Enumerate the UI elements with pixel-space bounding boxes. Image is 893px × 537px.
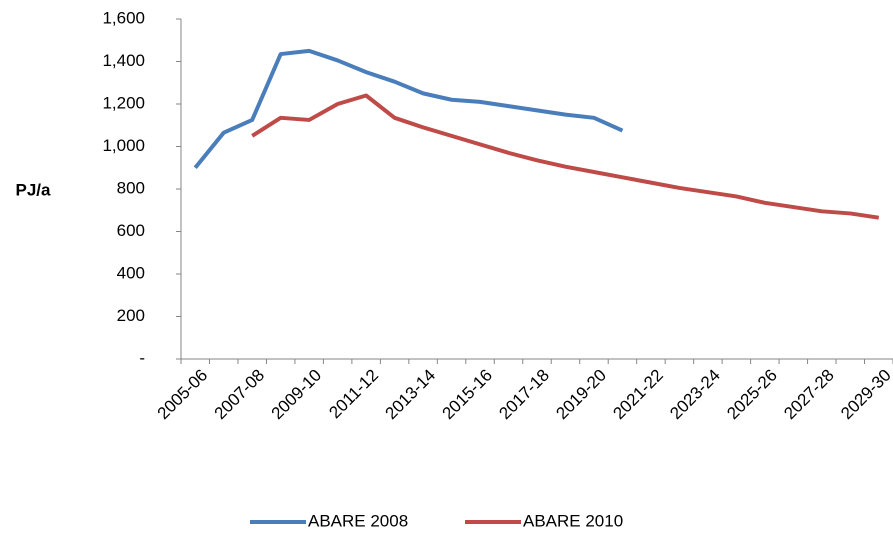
x-tick-label: 2021-22 [609,366,667,424]
x-tick-label: 2017-18 [495,366,553,424]
y-axis-label: PJ/a [16,180,52,199]
y-tick-label: 200 [117,306,145,325]
x-tick-label: 2005-06 [154,366,212,424]
x-tick-label: 2015-16 [438,366,496,424]
x-tick-label: 2011-12 [325,366,382,423]
x-tick-label: 2023-24 [666,366,724,424]
legend-label: ABARE 2008 [308,511,408,530]
x-tick-label: 2013-14 [382,366,440,424]
series-line [193,48,624,170]
x-tick-label: 2009-10 [268,366,326,424]
x-tick-label: 2025-26 [723,366,781,424]
x-tick-label: 2019-20 [552,366,610,424]
legend-label: ABARE 2010 [523,511,623,530]
x-tick-label: 2029-30 [837,366,893,424]
y-tick-label: 800 [117,178,145,197]
y-tick-label: 1,000 [102,136,145,155]
x-tick-label: 2027-28 [780,366,838,424]
x-tick-label: 2007-08 [211,366,269,424]
series-line [251,93,880,220]
y-tick-label: - [139,348,145,367]
y-tick-label: 1,400 [102,51,145,70]
y-tick-label: 600 [117,221,145,240]
y-tick-label: 1,600 [102,8,145,27]
y-tick-label: 1,200 [102,93,145,112]
y-tick-label: 400 [117,263,145,282]
